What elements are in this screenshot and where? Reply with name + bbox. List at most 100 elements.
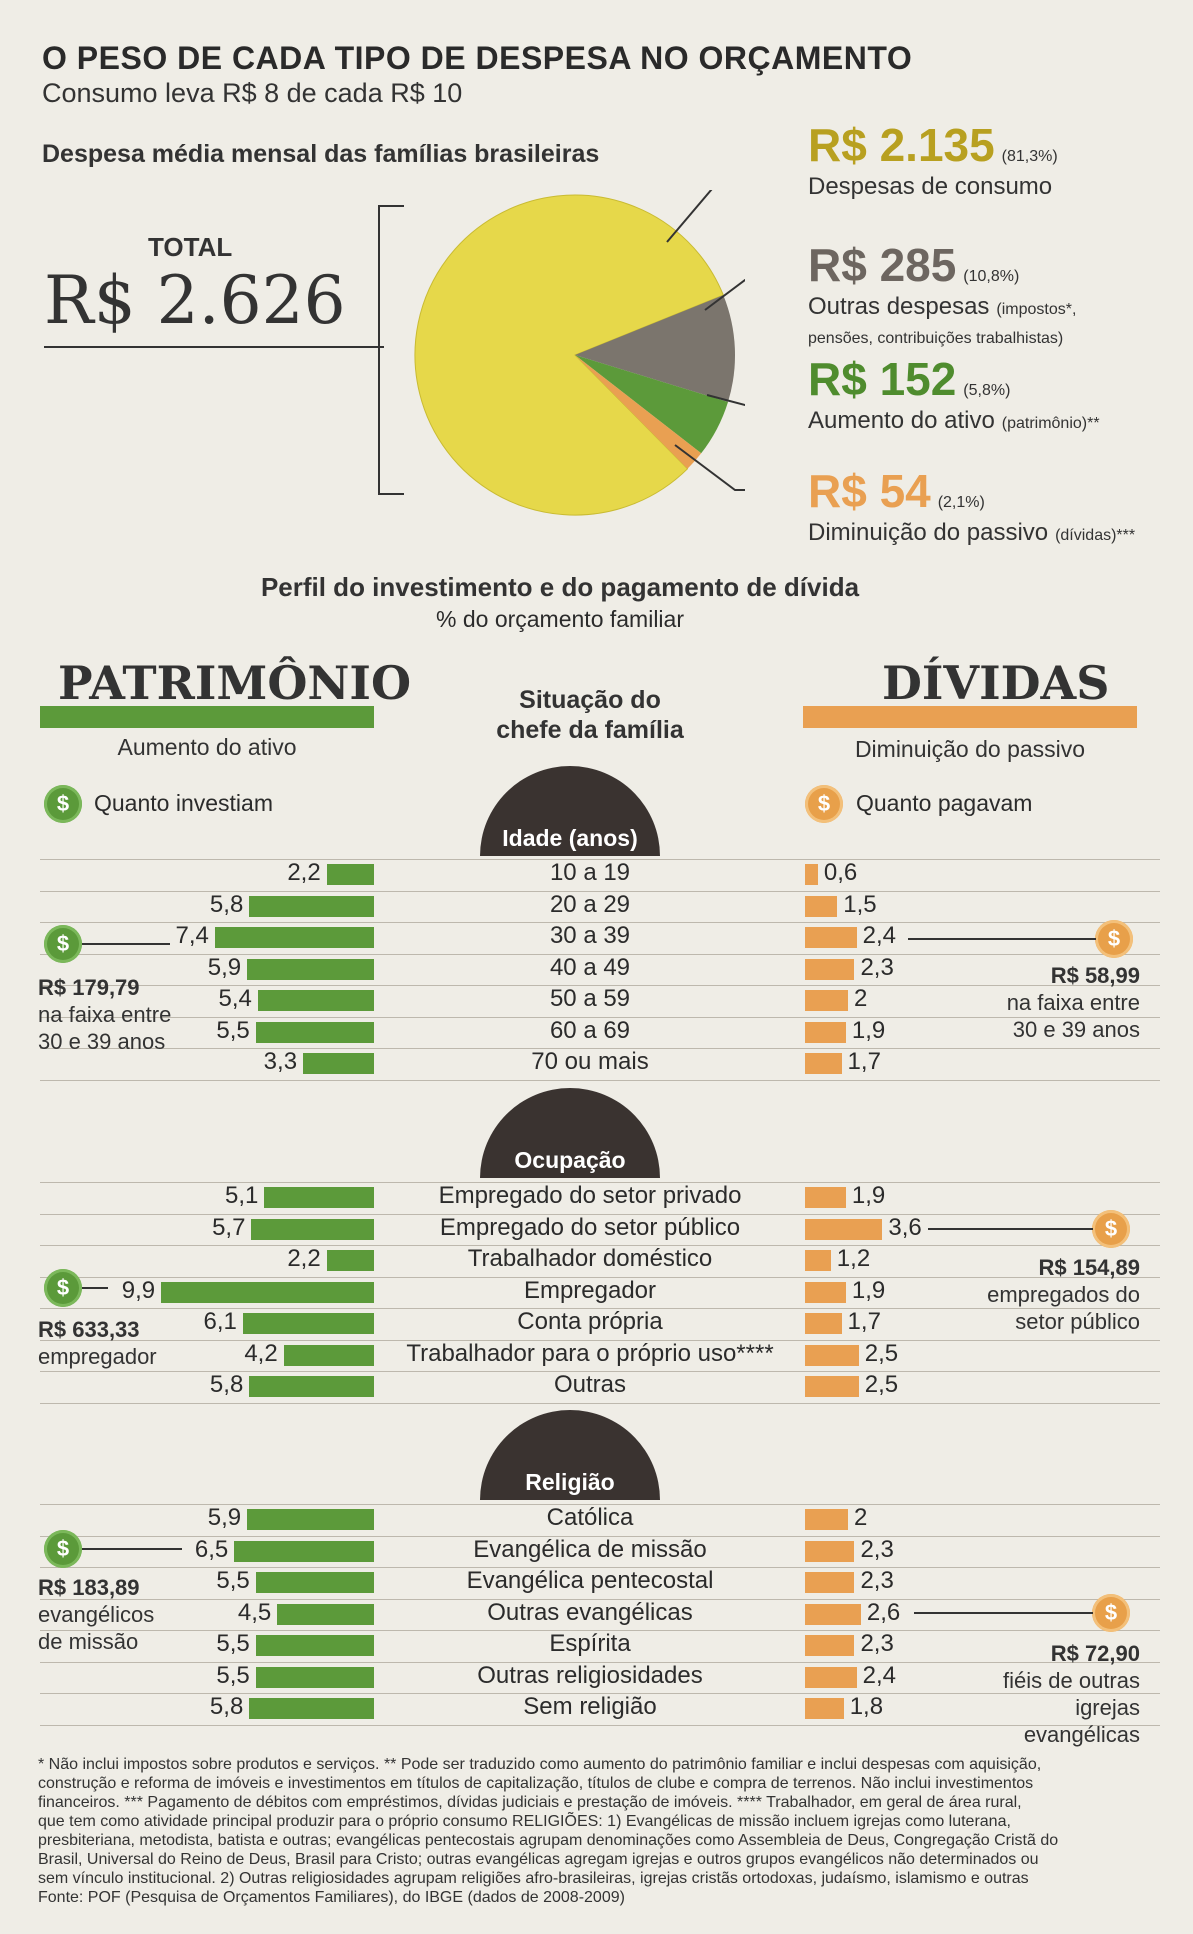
row-divider bbox=[40, 953, 1160, 955]
bar-dividas bbox=[805, 927, 857, 948]
bar-patrimonio-label: 6,1 bbox=[203, 1308, 237, 1335]
leader-ativo bbox=[706, 394, 745, 407]
callout-relig-left-line bbox=[82, 1548, 182, 1550]
row-divider bbox=[40, 1308, 1160, 1309]
pie-slice-outras bbox=[575, 295, 736, 402]
row-divider bbox=[40, 1693, 1160, 1694]
row-divider bbox=[40, 1079, 1160, 1081]
callout-relig-right-line bbox=[914, 1612, 1093, 1614]
callout-ocup-right-l2: setor público bbox=[1015, 1309, 1140, 1334]
category-label: Outras religiosidades bbox=[477, 1661, 703, 1689]
legend-ativo-pct: (5,8%) bbox=[963, 382, 1011, 399]
row-divider bbox=[40, 1402, 1160, 1404]
center-title-2: chefe da família bbox=[496, 716, 684, 744]
total-label: TOTAL bbox=[148, 232, 233, 262]
bar-dividas bbox=[805, 1509, 848, 1530]
category-label: Evangélica de missão bbox=[473, 1535, 707, 1563]
callout-ocup-left-line bbox=[82, 1287, 108, 1289]
legend-passivo-value: R$ 54 bbox=[808, 465, 931, 517]
bar-dividas bbox=[805, 1540, 855, 1562]
dividas-title: DÍVIDAS bbox=[882, 656, 1110, 710]
row-divider bbox=[40, 1630, 1160, 1631]
bar-dividas-label: 2 bbox=[854, 1504, 868, 1531]
footnote-line: construção e reforma de imóveis e invest… bbox=[38, 1775, 1034, 1792]
bar-patrimonio-label: 4,5 bbox=[237, 1598, 272, 1626]
category-label: Católica bbox=[546, 1504, 634, 1531]
callout-idade-right-coin-icon: $ bbox=[1095, 920, 1133, 958]
callout-ocup-right-l1: empregados do bbox=[987, 1282, 1140, 1307]
legend-consumo: R$ 2.135 (81,3%) Despesas de consumo bbox=[808, 118, 1058, 201]
footnote-line: * Não inclui impostos sobre produtos e s… bbox=[38, 1756, 1042, 1773]
row-divider bbox=[40, 1504, 1160, 1505]
bar-patrimonio-label: 5,5 bbox=[216, 1016, 250, 1044]
bar-dividas bbox=[805, 1344, 859, 1366]
row-divider bbox=[40, 1339, 1160, 1341]
bar-dividas-label: 1,9 bbox=[851, 1276, 886, 1304]
footnote-line: sem vínculo institucional. 2) Outras rel… bbox=[38, 1870, 1029, 1887]
bar-dividas bbox=[805, 990, 848, 1011]
total-value: R$ 2.626 bbox=[44, 262, 346, 339]
bar-patrimonio-label: 4,2 bbox=[244, 1339, 278, 1367]
callout-idade-right-value: R$ 58,99 bbox=[1050, 963, 1140, 988]
category-label: Outras bbox=[553, 1371, 627, 1398]
bar-dividas-label: 1,2 bbox=[836, 1245, 871, 1272]
legend-consumo-pct: (81,3%) bbox=[1001, 148, 1058, 165]
patrimonio-subtitle: Aumento do ativo bbox=[117, 734, 297, 760]
bar-patrimonio bbox=[283, 1344, 374, 1366]
bar-patrimonio bbox=[249, 895, 374, 917]
bar-dividas-label: 1,5 bbox=[843, 890, 877, 918]
bar-patrimonio bbox=[251, 1218, 374, 1240]
pie-slice-passivo bbox=[575, 355, 702, 469]
bar-dividas bbox=[805, 864, 818, 885]
callout-relig-left-coin-icon: $ bbox=[44, 1530, 82, 1568]
bar-dividas-label: 1,7 bbox=[847, 1048, 881, 1075]
bar-dividas bbox=[805, 1053, 842, 1074]
callout-ocup-left-value: R$ 633,33 bbox=[38, 1317, 140, 1342]
bar-dividas-label: 1,8 bbox=[849, 1693, 884, 1720]
bar-dividas bbox=[805, 1572, 855, 1593]
bar-patrimonio bbox=[249, 1376, 374, 1397]
bar-patrimonio bbox=[277, 1603, 374, 1625]
bar-dividas bbox=[805, 1376, 859, 1397]
legend-consumo-desc: Despesas de consumo bbox=[808, 173, 1053, 200]
bar-patrimonio-label: 5,5 bbox=[216, 1661, 250, 1689]
pie-chart bbox=[414, 190, 745, 516]
callout-relig-left-value: R$ 183,89 bbox=[38, 1575, 140, 1600]
bar-dividas bbox=[805, 1021, 846, 1043]
bar-patrimonio-label: 5,5 bbox=[216, 1630, 250, 1657]
bar-patrimonio bbox=[247, 1509, 374, 1530]
bar-dividas-label: 1,7 bbox=[847, 1308, 881, 1335]
category-label: Empregado do setor privado bbox=[438, 1182, 742, 1209]
legend-passivo: R$ 54 (2,1%) Diminuição do passivo (dívi… bbox=[808, 464, 1135, 547]
row-divider bbox=[40, 1213, 1160, 1215]
callout-ocup-right-value: R$ 154,89 bbox=[1038, 1255, 1140, 1280]
row-divider bbox=[40, 1016, 1160, 1018]
footnote-line: financeiros. *** Pagamento de débitos co… bbox=[38, 1794, 1022, 1811]
patrimonio-band bbox=[40, 706, 374, 728]
callout-idade-right: R$ 58,99 na faixa entre 30 e 39 anos bbox=[980, 962, 1140, 1043]
leader-passivo bbox=[674, 444, 745, 491]
bar-dividas-label: 2,5 bbox=[864, 1371, 899, 1398]
category-label: 30 a 39 bbox=[549, 922, 631, 949]
bar-dividas-label: 3,6 bbox=[888, 1213, 922, 1241]
bar-dividas-label: 2,3 bbox=[860, 1567, 894, 1594]
bar-dividas bbox=[805, 1635, 855, 1656]
legend-outras: R$ 285 (10,8%) Outras despesas (impostos… bbox=[808, 238, 1148, 350]
row-divider bbox=[40, 1598, 1160, 1600]
bar-dividas-label: 2,6 bbox=[866, 1598, 901, 1626]
legend-outras-value: R$ 285 bbox=[808, 239, 957, 291]
footnote-line: Brasil, Universal do Reino de Deus, Bras… bbox=[38, 1851, 1039, 1868]
bar-patrimonio-label: 5,8 bbox=[209, 1693, 244, 1720]
bar-patrimonio bbox=[161, 1281, 374, 1303]
bar-patrimonio-label: 6,5 bbox=[194, 1535, 229, 1563]
bar-patrimonio bbox=[255, 1666, 374, 1688]
bar-patrimonio bbox=[326, 864, 374, 885]
category-label: 50 a 59 bbox=[549, 985, 631, 1012]
row-divider bbox=[40, 1661, 1160, 1663]
legend-ativo: R$ 152 (5,8%) Aumento do ativo (patrimôn… bbox=[808, 352, 1100, 435]
bar-dividas bbox=[805, 1281, 846, 1303]
category-label: 40 a 49 bbox=[549, 953, 631, 981]
row-divider bbox=[40, 1245, 1160, 1246]
callout-idade-left-line bbox=[82, 943, 170, 945]
category-label: Empregador bbox=[523, 1276, 657, 1304]
